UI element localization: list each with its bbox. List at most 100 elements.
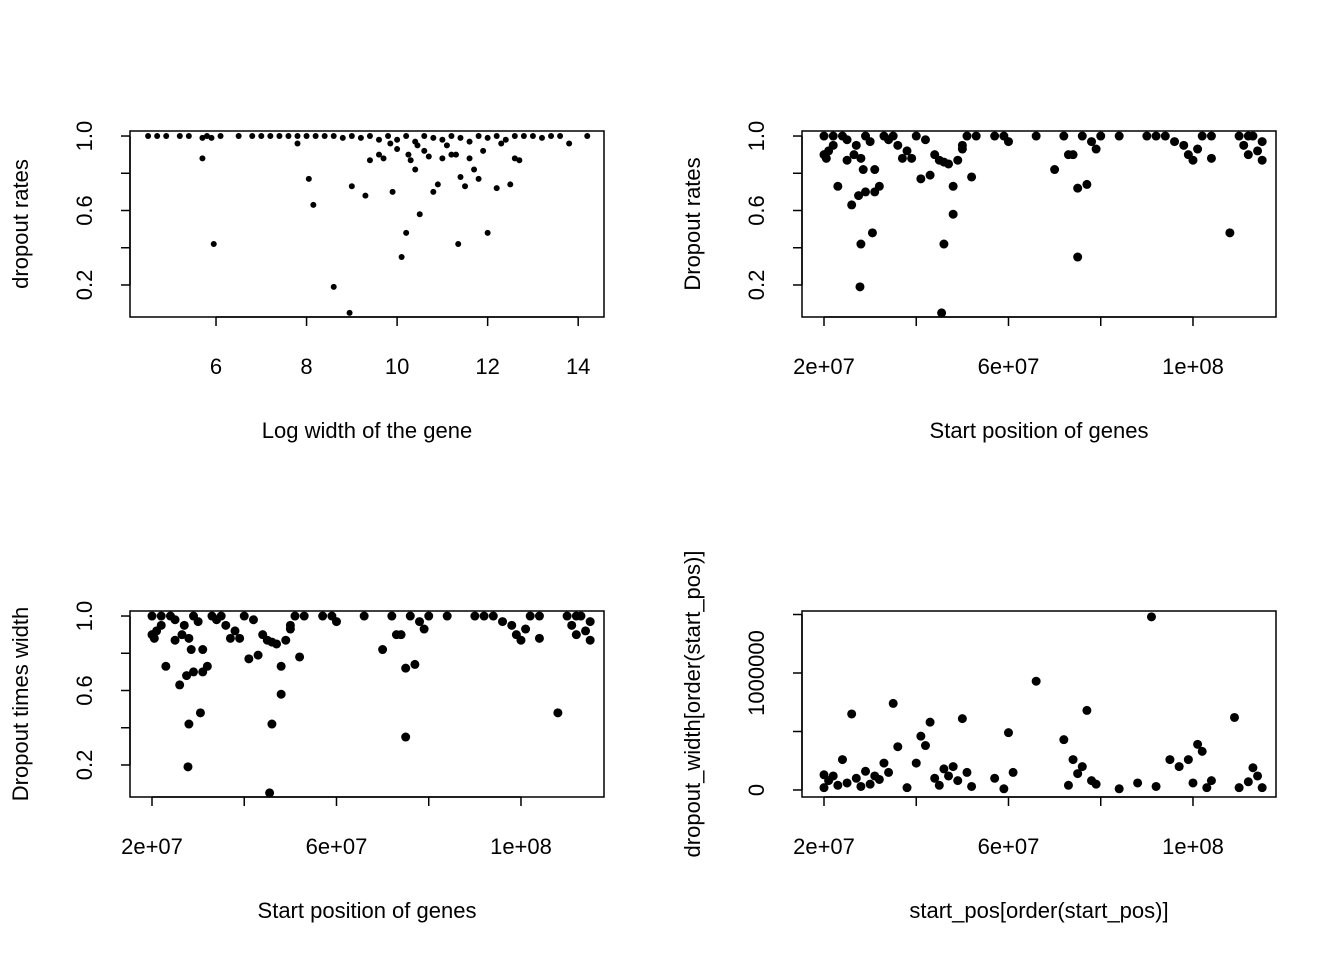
point xyxy=(348,133,355,140)
point xyxy=(182,671,192,681)
point xyxy=(439,136,446,143)
x-tick-label: 6e+07 xyxy=(978,834,1040,859)
point xyxy=(281,635,291,645)
point xyxy=(387,611,397,621)
point xyxy=(865,137,875,147)
point xyxy=(312,133,319,140)
point xyxy=(828,140,838,150)
point xyxy=(819,131,829,141)
point xyxy=(867,228,877,238)
point xyxy=(1068,755,1078,765)
point xyxy=(412,166,419,173)
point xyxy=(916,731,926,741)
point xyxy=(1114,784,1124,794)
point xyxy=(403,133,410,140)
point xyxy=(419,624,429,634)
point xyxy=(861,187,871,197)
point xyxy=(170,635,180,645)
point xyxy=(185,133,192,140)
point xyxy=(230,626,240,636)
point xyxy=(163,133,170,140)
point xyxy=(321,133,328,140)
point xyxy=(1206,776,1216,786)
point xyxy=(267,133,274,140)
point xyxy=(944,771,954,781)
point xyxy=(962,131,972,141)
point xyxy=(217,133,224,140)
point xyxy=(389,188,396,195)
point xyxy=(520,133,527,140)
point xyxy=(359,611,369,621)
point xyxy=(990,131,1000,141)
point xyxy=(156,620,166,630)
point xyxy=(534,633,544,643)
point xyxy=(879,758,889,768)
point xyxy=(1073,252,1083,262)
point xyxy=(430,134,437,141)
point xyxy=(525,611,535,621)
point xyxy=(511,155,518,162)
point xyxy=(1243,150,1253,160)
point xyxy=(154,133,161,140)
point xyxy=(339,134,346,141)
point xyxy=(939,764,949,774)
point xyxy=(299,611,309,621)
x-tick-label: 6e+07 xyxy=(306,834,368,859)
point xyxy=(1179,140,1189,150)
point xyxy=(147,611,157,621)
point xyxy=(415,617,425,627)
point xyxy=(457,173,464,180)
point xyxy=(529,133,536,140)
point xyxy=(1050,165,1060,175)
point xyxy=(567,620,577,630)
point xyxy=(193,617,203,627)
point xyxy=(856,239,866,249)
point xyxy=(944,159,954,169)
point xyxy=(285,133,292,140)
y-tick-label: 1.0 xyxy=(72,601,97,632)
x-axis-label: Start position of genes xyxy=(930,418,1149,443)
point xyxy=(1077,762,1087,772)
point xyxy=(553,708,563,718)
point xyxy=(1197,131,1207,141)
point xyxy=(920,135,930,145)
point xyxy=(1073,183,1083,193)
point xyxy=(1229,712,1239,722)
point xyxy=(265,788,275,798)
point xyxy=(1257,155,1267,165)
point xyxy=(855,282,865,292)
point xyxy=(394,146,401,153)
y-tick-label: 0 xyxy=(744,784,769,796)
point xyxy=(833,181,843,191)
point xyxy=(249,133,256,140)
point xyxy=(189,667,199,677)
point xyxy=(534,611,544,621)
y-tick-label: 0.6 xyxy=(72,675,97,706)
point xyxy=(1031,131,1041,141)
point xyxy=(210,241,217,248)
point xyxy=(957,714,967,724)
point xyxy=(948,762,958,772)
point xyxy=(1063,780,1073,790)
point xyxy=(847,200,857,210)
point xyxy=(448,133,455,140)
point xyxy=(225,633,235,643)
point xyxy=(452,151,459,158)
point xyxy=(199,155,206,162)
y-axis-label: Dropout rates xyxy=(680,157,705,290)
point xyxy=(421,133,428,140)
point xyxy=(149,633,159,643)
point xyxy=(184,633,194,643)
point xyxy=(462,183,469,190)
point xyxy=(999,784,1009,794)
point xyxy=(403,229,410,236)
point xyxy=(1234,783,1244,793)
x-tick-label: 8 xyxy=(300,354,312,379)
point xyxy=(346,309,353,316)
x-tick-label: 6 xyxy=(210,354,222,379)
point xyxy=(330,283,337,290)
point xyxy=(1165,755,1175,765)
point xyxy=(851,773,861,783)
point xyxy=(1243,777,1253,787)
